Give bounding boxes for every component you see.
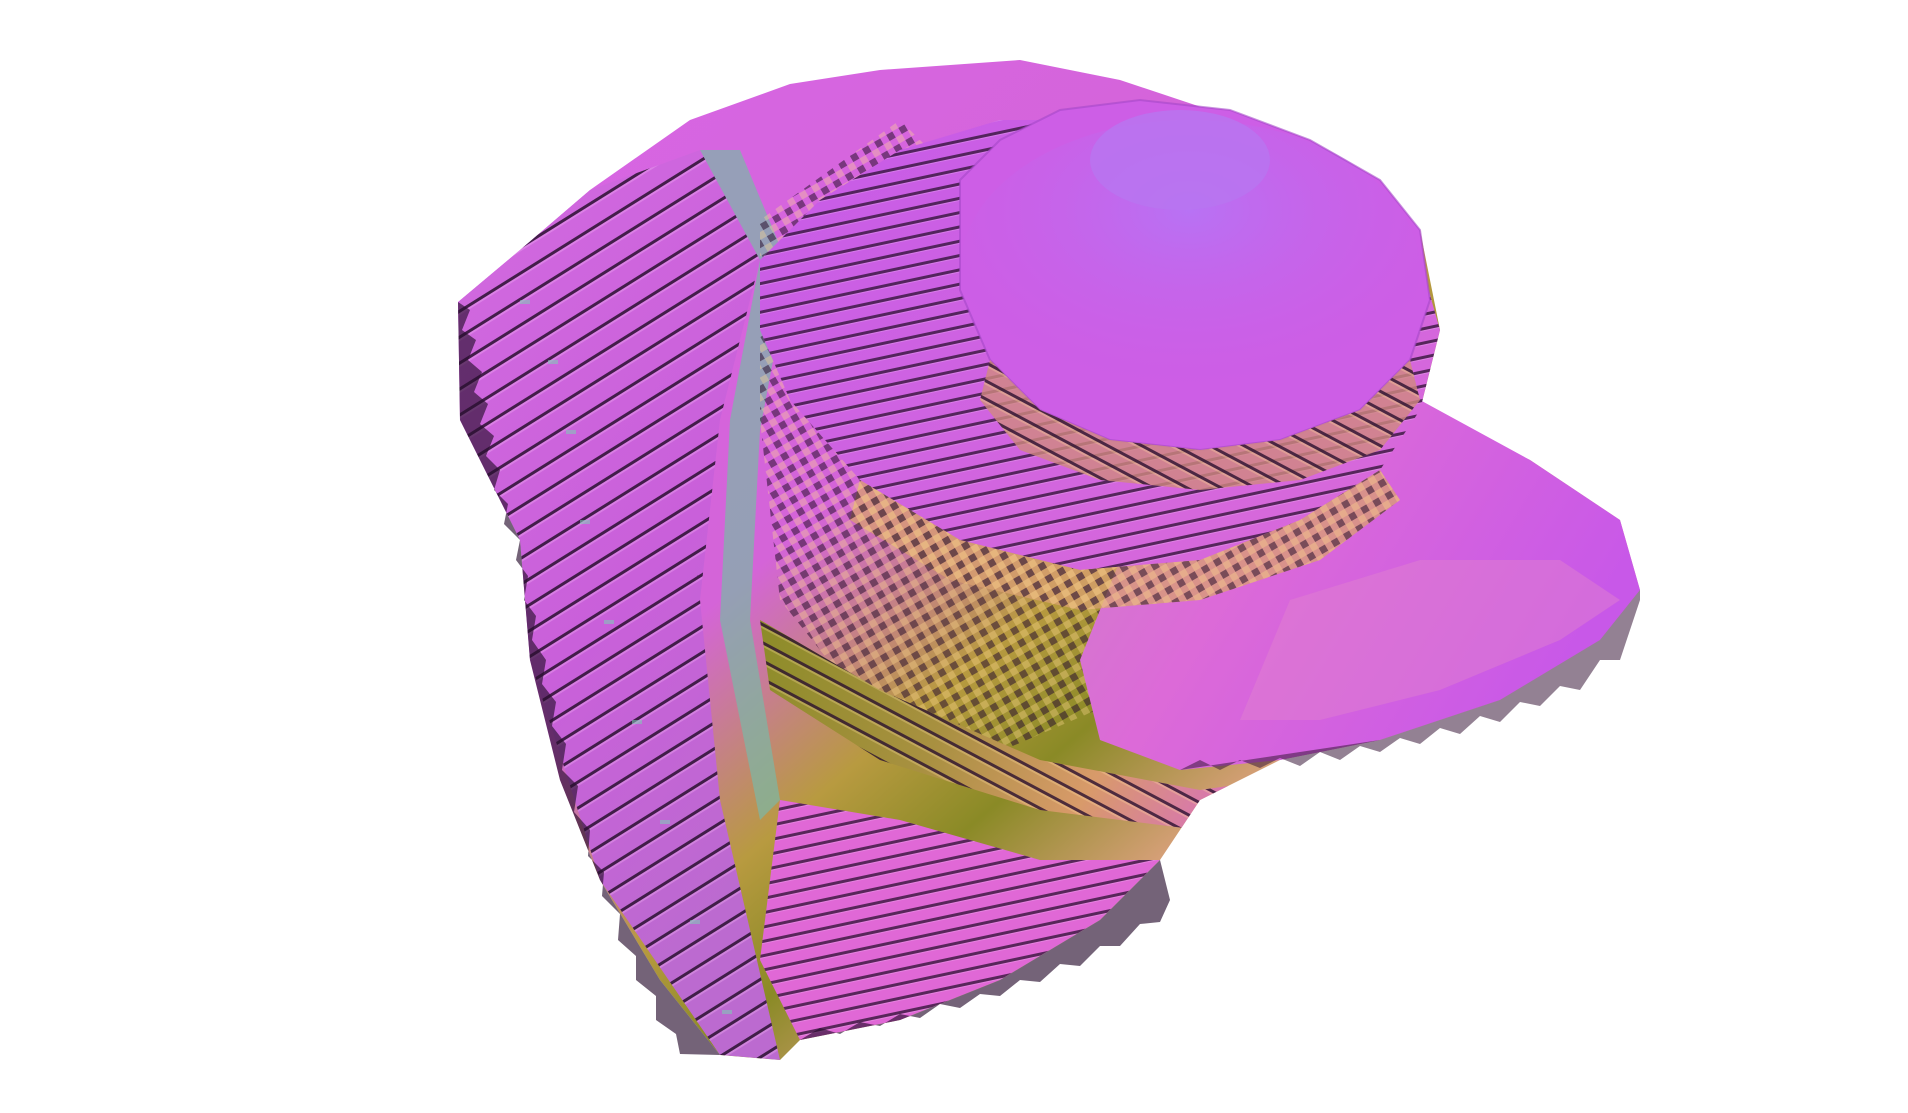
top-cap-crown [1090, 110, 1270, 210]
